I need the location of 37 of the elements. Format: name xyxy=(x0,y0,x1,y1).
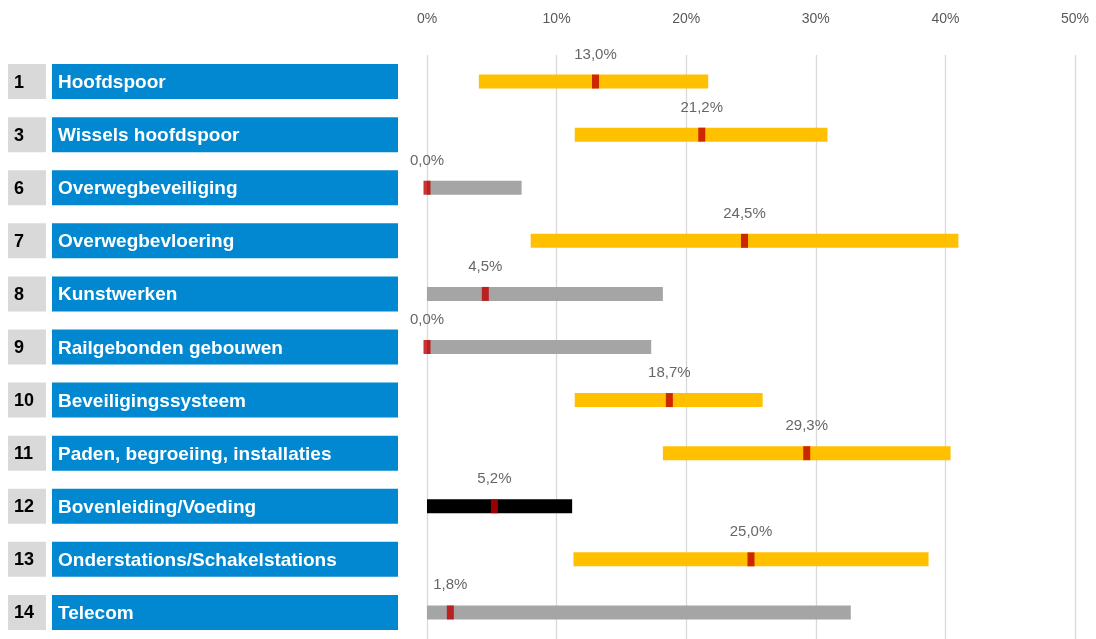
x-tick-label: 20% xyxy=(672,10,701,26)
x-tick-label: 30% xyxy=(801,10,830,26)
data-label: 0,0% xyxy=(409,150,445,168)
bar xyxy=(662,446,951,461)
bar xyxy=(427,605,851,620)
bar xyxy=(478,74,709,89)
bar xyxy=(427,499,573,514)
category-label: 13 Onderstations/Schakelstations xyxy=(14,548,337,570)
category-label: 8 Kunstwerken xyxy=(14,283,178,305)
bar xyxy=(573,552,929,567)
data-label: 21,2% xyxy=(680,97,724,115)
data-label: 29,3% xyxy=(785,416,828,434)
data-label: 4,5% xyxy=(468,256,503,274)
bar xyxy=(427,286,663,301)
category-label: 3 Wissels hoofdspoor xyxy=(14,124,240,146)
data-label: 0,0% xyxy=(409,310,445,327)
category-label: 10 Beveiligingssysteem xyxy=(14,389,246,411)
bar xyxy=(530,233,959,248)
category-label: 9 Railgebonden gebouwen xyxy=(14,336,283,358)
bar xyxy=(574,127,828,142)
category-label: 14 Telecom xyxy=(14,601,134,623)
x-tick-label: 50% xyxy=(1060,10,1090,26)
category-label: 12 Bovenleiding/Voeding xyxy=(14,495,257,517)
data-label: 25,0% xyxy=(729,522,773,540)
data-label: 5,2% xyxy=(477,469,512,487)
bar xyxy=(574,393,763,408)
x-tick-label: 10% xyxy=(542,10,571,26)
category-label: 6 Overwegbeveiliging xyxy=(14,177,238,199)
category-label: 7 Overwegbevloering xyxy=(14,230,235,252)
data-label: 1,8% xyxy=(433,575,468,593)
category-label: 11 Paden, begroeiing, installaties xyxy=(14,442,332,464)
data-label: 13,0% xyxy=(574,44,617,62)
category-label: 1 Hoofdspoor xyxy=(14,71,166,93)
x-tick-label: 0% xyxy=(416,10,438,26)
data-label: 18,7% xyxy=(648,363,691,381)
x-tick-label: 40% xyxy=(931,10,960,26)
data-label: 24,5% xyxy=(723,203,766,221)
